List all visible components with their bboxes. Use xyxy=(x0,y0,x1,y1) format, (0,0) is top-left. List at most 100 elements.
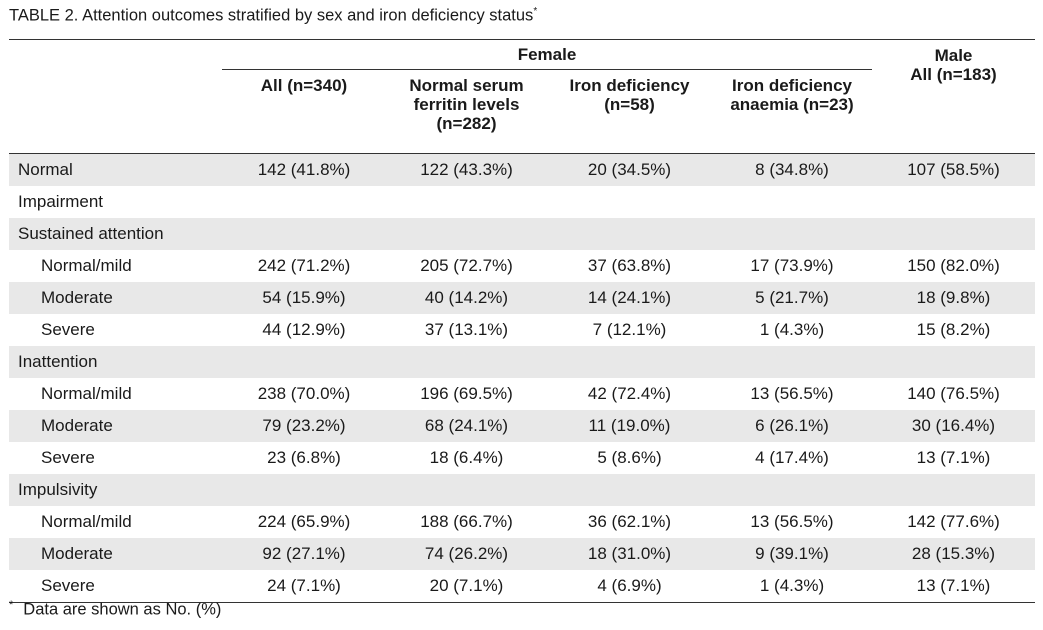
table-row: Normal/mild 242 (71.2%) 205 (72.7%) 37 (… xyxy=(9,250,1035,282)
cell-iron-deficiency-anaemia: 13 (56.5%) xyxy=(750,512,834,531)
cell-iron-deficiency-anaemia: 1 (4.3%) xyxy=(712,570,872,603)
cell-normal-ferritin: 205 (72.7%) xyxy=(420,256,513,275)
cell-iron-deficiency-anaemia: 13 (56.5%) xyxy=(750,384,834,403)
cell-iron-deficiency: 14 (24.1%) xyxy=(547,282,712,314)
row-label: Normal/mild xyxy=(41,256,132,275)
cell-female-all: 92 (27.1%) xyxy=(222,538,386,570)
cell-iron-deficiency xyxy=(547,218,712,250)
cell-male-all: 140 (76.5%) xyxy=(907,384,1000,403)
header-female-group: Female xyxy=(222,39,872,70)
table-row: Severe 24 (7.1%) 20 (7.1%) 4 (6.9%) 1 (4… xyxy=(9,570,1035,603)
table-footnote: * Data are shown as No. (%) xyxy=(9,599,221,620)
row-label: Moderate xyxy=(9,282,222,314)
cell-male-all xyxy=(872,474,1035,506)
cell-male-all xyxy=(872,346,1035,378)
cell-normal-ferritin xyxy=(386,186,547,218)
cell-iron-deficiency xyxy=(547,186,712,218)
row-label: Moderate xyxy=(9,538,222,570)
row-label: Normal xyxy=(9,153,222,186)
table-row: Impulsivity xyxy=(9,474,1035,506)
row-label: Normal/mild xyxy=(41,384,132,403)
cell-iron-deficiency: 11 (19.0%) xyxy=(547,410,712,442)
cell-normal-ferritin: 196 (69.5%) xyxy=(420,384,513,403)
cell-iron-deficiency: 37 (63.8%) xyxy=(587,256,672,275)
cell-normal-ferritin: 68 (24.1%) xyxy=(386,410,547,442)
cell-female-all: 23 (6.8%) xyxy=(267,448,341,467)
header-iron-deficiency-anaemia: Iron deficiency anaemia (n=23) xyxy=(730,76,854,114)
cell-normal-ferritin: 122 (43.3%) xyxy=(386,153,547,186)
row-label: Impulsivity xyxy=(9,474,222,506)
cell-normal-ferritin: 74 (26.2%) xyxy=(386,538,547,570)
table-row: Moderate 54 (15.9%) 40 (14.2%) 14 (24.1%… xyxy=(9,282,1035,314)
cell-iron-deficiency: 18 (31.0%) xyxy=(547,538,712,570)
header-male: Male All (n=183) xyxy=(872,39,1035,154)
row-label: Impairment xyxy=(18,192,104,211)
cell-iron-deficiency-anaemia: 1 (4.3%) xyxy=(759,320,825,339)
cell-iron-deficiency-anaemia xyxy=(712,474,872,506)
table-row: Moderate 92 (27.1%) 74 (26.2%) 18 (31.0%… xyxy=(9,538,1035,570)
header-female-all: All (n=340) xyxy=(260,76,348,95)
footnote-text: Data are shown as No. (%) xyxy=(23,600,222,619)
cell-female-all: 142 (41.8%) xyxy=(222,153,386,186)
male-all-label: All (n=183) xyxy=(910,65,997,84)
cell-female-all: 238 (70.0%) xyxy=(257,384,351,403)
cell-female-all xyxy=(222,346,386,378)
cell-female-all xyxy=(222,186,386,218)
cell-normal-ferritin: 40 (14.2%) xyxy=(386,282,547,314)
cell-iron-deficiency-anaemia: 17 (73.9%) xyxy=(750,256,834,275)
cell-normal-ferritin: 20 (7.1%) xyxy=(386,570,547,603)
cell-normal-ferritin xyxy=(386,218,547,250)
cell-iron-deficiency-anaemia: 9 (39.1%) xyxy=(712,538,872,570)
header-normal-serum-ferritin: Normal serum ferritin levels (n=282) xyxy=(409,76,524,133)
row-label: Sustained attention xyxy=(9,218,222,250)
table-row: Moderate 79 (23.2%) 68 (24.1%) 11 (19.0%… xyxy=(9,410,1035,442)
cell-male-all: 28 (15.3%) xyxy=(872,538,1035,570)
header-row-sub: All (n=340) Normal serum ferritin levels… xyxy=(9,70,1035,154)
table-row: Inattention xyxy=(9,346,1035,378)
cell-iron-deficiency-anaemia xyxy=(712,186,872,218)
cell-iron-deficiency-anaemia: 4 (17.4%) xyxy=(755,448,829,467)
cell-iron-deficiency-anaemia xyxy=(712,218,872,250)
caption-footnote-marker: * xyxy=(533,6,538,17)
cell-male-all: 13 (7.1%) xyxy=(916,448,991,467)
cell-male-all: 150 (82.0%) xyxy=(907,256,1000,275)
cell-iron-deficiency-anaemia: 5 (21.7%) xyxy=(712,282,872,314)
cell-iron-deficiency-anaemia: 8 (34.8%) xyxy=(712,153,872,186)
cell-male-all xyxy=(872,186,1035,218)
cell-female-all: 242 (71.2%) xyxy=(257,256,351,275)
cell-normal-ferritin xyxy=(386,346,547,378)
table-row: Sustained attention xyxy=(9,218,1035,250)
header-row-group: Female Male All (n=183) xyxy=(9,39,1035,154)
cell-iron-deficiency: 5 (8.6%) xyxy=(597,448,662,467)
row-label: Inattention xyxy=(9,346,222,378)
header-empty-cell xyxy=(9,39,222,154)
header-iron-deficiency: Iron deficiency (n=58) xyxy=(569,76,690,114)
cell-female-all: 54 (15.9%) xyxy=(222,282,386,314)
row-label: Normal/mild xyxy=(41,512,132,531)
cell-normal-ferritin: 188 (66.7%) xyxy=(420,512,513,531)
cell-iron-deficiency-anaemia: 6 (26.1%) xyxy=(712,410,872,442)
table-row: Impairment xyxy=(9,186,1035,218)
cell-iron-deficiency: 42 (72.4%) xyxy=(587,384,672,403)
cell-normal-ferritin xyxy=(386,474,547,506)
female-label: Female xyxy=(222,40,872,70)
cell-female-all: 224 (65.9%) xyxy=(257,512,351,531)
cell-female-all xyxy=(222,218,386,250)
attention-outcomes-table: Female Male All (n=183) All (n=340) Norm… xyxy=(9,39,1035,603)
cell-iron-deficiency: 7 (12.1%) xyxy=(592,320,667,339)
cell-iron-deficiency xyxy=(547,474,712,506)
cell-female-all: 79 (23.2%) xyxy=(222,410,386,442)
table-row: Normal/mild 238 (70.0%) 196 (69.5%) 42 (… xyxy=(9,378,1035,410)
cell-male-all: 107 (58.5%) xyxy=(872,153,1035,186)
cell-male-all: 13 (7.1%) xyxy=(872,570,1035,603)
cell-male-all: 142 (77.6%) xyxy=(907,512,1000,531)
cell-iron-deficiency: 4 (6.9%) xyxy=(547,570,712,603)
cell-female-all xyxy=(222,474,386,506)
cell-normal-ferritin: 18 (6.4%) xyxy=(429,448,504,467)
cell-female-all: 44 (12.9%) xyxy=(262,320,346,339)
cell-male-all: 30 (16.4%) xyxy=(872,410,1035,442)
row-label: Severe xyxy=(41,320,95,339)
row-label: Moderate xyxy=(9,410,222,442)
footnote-marker: * xyxy=(9,599,14,611)
cell-iron-deficiency: 20 (34.5%) xyxy=(547,153,712,186)
